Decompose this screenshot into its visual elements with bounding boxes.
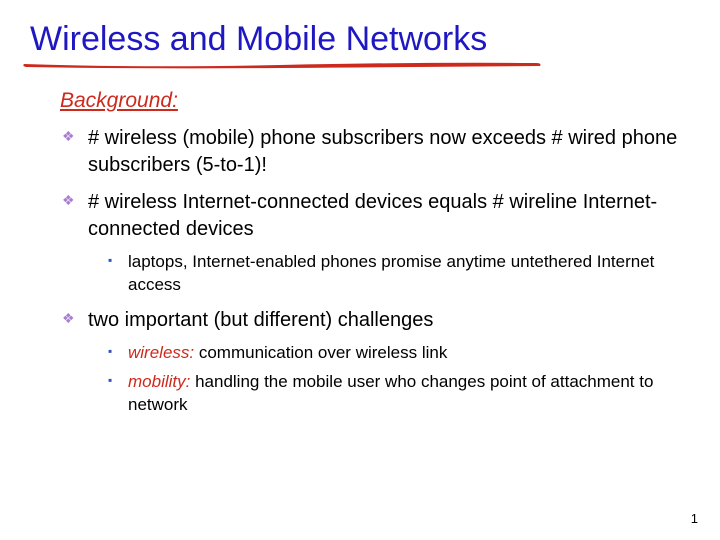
bullet-text: two important (but different) challenges: [88, 309, 433, 331]
bullet-item: two important (but different) challenges…: [60, 307, 690, 417]
sub-bullet-item: laptops, Internet-enabled phones promise…: [106, 251, 690, 297]
marker-stroke: [23, 63, 540, 69]
keyword-mobility: mobility:: [128, 372, 190, 391]
sub-bullet-list: wireless: communication over wireless li…: [88, 342, 690, 417]
slide-container: Wireless and Mobile Networks Background:…: [0, 0, 720, 540]
bullet-item: # wireless Internet-connected devices eq…: [60, 189, 690, 297]
sub-bullet-item: mobility: handling the mobile user who c…: [106, 371, 690, 417]
subheading: Background:: [60, 89, 690, 113]
slide-content: Background: # wireless (mobile) phone su…: [30, 89, 690, 417]
bullet-text: # wireless (mobile) phone subscribers no…: [88, 127, 677, 176]
page-number: 1: [691, 511, 698, 526]
sub-bullet-item: wireless: communication over wireless li…: [106, 342, 690, 365]
title-underline: [20, 58, 550, 72]
sub-bullet-list: laptops, Internet-enabled phones promise…: [88, 251, 690, 297]
bullet-item: # wireless (mobile) phone subscribers no…: [60, 125, 690, 179]
bullet-text: # wireless Internet-connected devices eq…: [88, 191, 657, 240]
sub-bullet-text: laptops, Internet-enabled phones promise…: [128, 252, 654, 294]
sub-bullet-text: handling the mobile user who changes poi…: [128, 372, 653, 414]
sub-bullet-text: communication over wireless link: [194, 343, 447, 362]
keyword-wireless: wireless:: [128, 343, 194, 362]
slide-title: Wireless and Mobile Networks: [30, 20, 690, 59]
bullet-list: # wireless (mobile) phone subscribers no…: [60, 125, 690, 417]
